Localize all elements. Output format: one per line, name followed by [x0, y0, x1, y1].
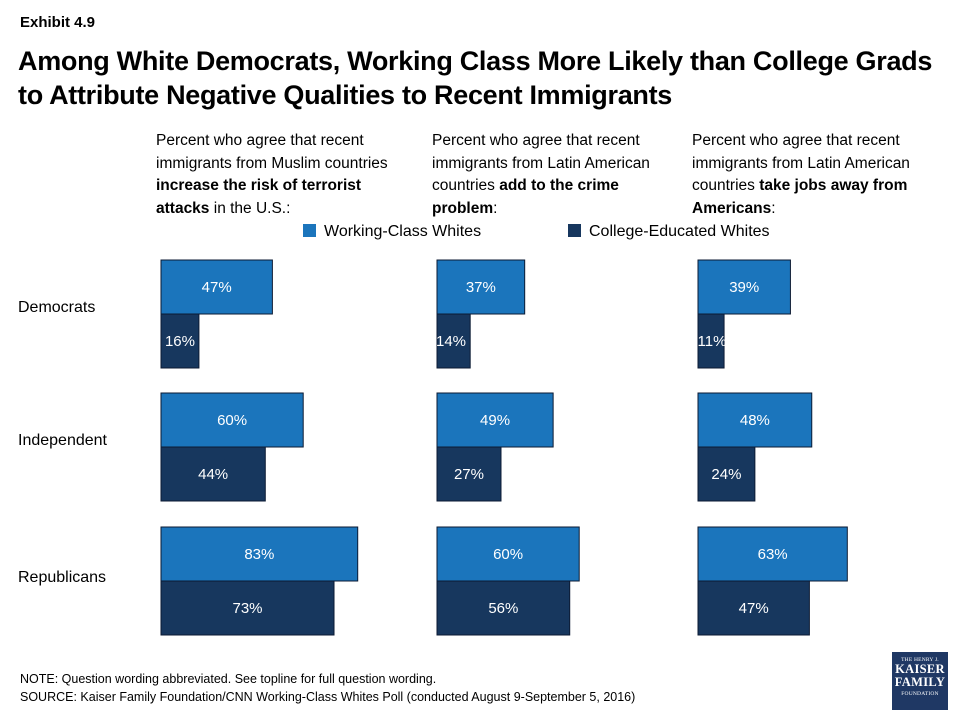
data-label-college-educated-democrats-panel-3: 11% — [698, 333, 727, 350]
row-label-republicans: Republicans — [18, 569, 107, 586]
column-header-crime: Percent who agree that recent immigrants… — [432, 130, 657, 220]
bar-working-class-democrats-panel-3 — [697, 259, 791, 315]
data-label-working-class-independent-panel-2: 49% — [480, 412, 510, 429]
row-label-democrats: Democrats — [18, 299, 96, 316]
logo-line: KAISER — [895, 662, 945, 676]
bar-college-educated-republicans-panel-2 — [436, 580, 571, 636]
legend-item-working-class: Working-Class Whites — [303, 222, 481, 242]
data-label-college-educated-independent-panel-1: 44% — [198, 466, 228, 483]
data-label-college-educated-republicans-panel-3: 47% — [739, 600, 769, 617]
data-label-working-class-democrats-panel-3: 39% — [729, 279, 759, 296]
data-label-working-class-independent-panel-1: 60% — [217, 412, 247, 429]
data-label-college-educated-republicans-panel-2: 56% — [488, 600, 518, 617]
data-label-working-class-democrats-panel-2: 37% — [466, 279, 496, 296]
column-header-text: Percent who agree that recent immigrants… — [156, 132, 388, 172]
bar-college-educated-independent-panel-1 — [160, 446, 266, 502]
column-header-text: Percent who agree that recent immigrants… — [692, 132, 910, 194]
column-header-text: in the U.S.: — [209, 199, 291, 217]
footer: NOTE: Question wording abbreviated. See … — [20, 670, 635, 706]
data-label-college-educated-independent-panel-3: 24% — [711, 466, 741, 483]
bar-working-class-republicans-panel-3 — [697, 526, 848, 582]
data-label-college-educated-republicans-panel-1: 73% — [232, 600, 262, 617]
column-header-text: Percent who agree that recent immigrants… — [432, 132, 650, 194]
data-label-working-class-republicans-panel-3: 63% — [758, 546, 788, 563]
data-label-working-class-republicans-panel-1: 83% — [244, 546, 274, 563]
bar-working-class-democrats-panel-1 — [160, 259, 273, 315]
legend-swatch-college-educated — [568, 224, 581, 237]
column-header-emphasis: add to the crime problem — [432, 177, 619, 217]
data-label-working-class-democrats-panel-1: 47% — [202, 279, 232, 296]
legend-item-college-educated: College-Educated Whites — [568, 222, 770, 242]
bar-working-class-independent-panel-3 — [697, 392, 813, 448]
bar-working-class-republicans-panel-1 — [160, 526, 359, 582]
logo-line: THE HENRY J. — [901, 657, 939, 663]
column-header-terrorism: Percent who agree that recent immigrants… — [156, 130, 401, 220]
column-header-text: : — [771, 199, 776, 217]
legend-label: College-Educated Whites — [589, 223, 770, 240]
bar-college-educated-democrats-panel-3 — [697, 313, 725, 369]
kaiser-family-foundation-logo: THE HENRY J. KAISER FAMILY FOUNDATION — [892, 652, 948, 710]
row-label-independent: Independent — [18, 432, 107, 449]
data-label-college-educated-independent-panel-2: 27% — [454, 466, 484, 483]
legend-swatch-working-class — [303, 224, 316, 237]
footer-note: NOTE: Question wording abbreviated. See … — [20, 672, 437, 686]
bar-working-class-republicans-panel-2 — [436, 526, 580, 582]
legend-label: Working-Class Whites — [324, 223, 482, 240]
data-label-working-class-independent-panel-3: 48% — [740, 412, 770, 429]
column-header-jobs: Percent who agree that recent immigrants… — [692, 130, 932, 220]
logo-line: FOUNDATION — [901, 691, 939, 697]
bar-college-educated-democrats-panel-2 — [436, 313, 471, 369]
bar-college-educated-democrats-panel-1 — [160, 313, 200, 369]
data-label-college-educated-democrats-panel-1: 16% — [165, 333, 195, 350]
bar-college-educated-independent-panel-2 — [436, 446, 502, 502]
bar-college-educated-independent-panel-3 — [697, 446, 756, 502]
exhibit-label: Exhibit 4.9 — [20, 14, 96, 31]
bar-college-educated-republicans-panel-1 — [160, 580, 335, 636]
chart-title: Among White Democrats, Working Class Mor… — [18, 46, 933, 110]
column-header-emphasis: increase the risk of terrorist attacks — [156, 177, 362, 217]
column-header-text: : — [493, 199, 498, 217]
footer-source: SOURCE: Kaiser Family Foundation/CNN Wor… — [20, 690, 636, 704]
logo-line: FAMILY — [894, 675, 946, 689]
data-label-college-educated-democrats-panel-2: 14% — [436, 333, 466, 350]
bar-working-class-independent-panel-2 — [436, 392, 554, 448]
bar-college-educated-republicans-panel-3 — [697, 580, 810, 636]
bar-working-class-democrats-panel-2 — [436, 259, 526, 315]
bar-working-class-independent-panel-1 — [160, 392, 304, 448]
column-header-emphasis: take jobs away from Americans — [692, 177, 908, 217]
data-label-working-class-republicans-panel-2: 60% — [493, 546, 523, 563]
